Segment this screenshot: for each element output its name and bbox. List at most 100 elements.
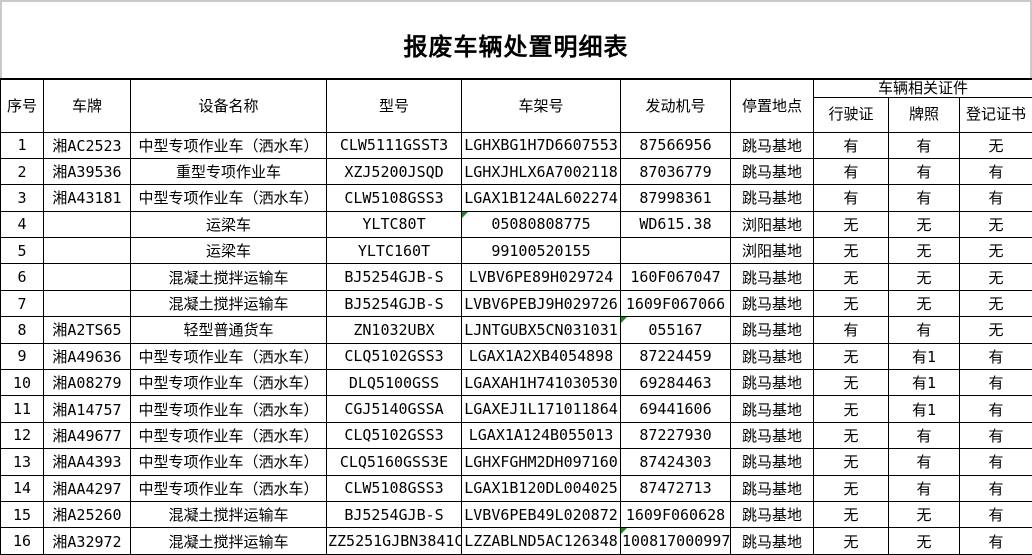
cell-location: 跳马基地	[731, 528, 814, 554]
cell-vin: LJNTGUBX5CN031031	[462, 317, 621, 343]
cell-device: 混凝土搅拌运输车	[131, 501, 327, 527]
cell-plate-cert: 有1	[889, 343, 960, 369]
cell-engine: 100817000997	[621, 528, 731, 554]
cell-registration: 无	[960, 290, 1032, 316]
cell-license: 无	[814, 475, 889, 501]
cell-seq: 15	[1, 501, 44, 527]
cell-plate-cert: 有	[889, 132, 960, 158]
cell-plate: 湘A08279	[44, 370, 131, 396]
cell-plate	[44, 264, 131, 290]
error-indicator-triangle-icon	[621, 528, 627, 534]
cell-location: 跳马基地	[731, 475, 814, 501]
cell-model: CLQ5102GSS3	[327, 422, 462, 448]
cell-plate: 湘A32972	[44, 528, 131, 554]
cell-device: 运梁车	[131, 238, 327, 264]
cell-device: 中型专项作业车（洒水车）	[131, 475, 327, 501]
page-boundary-line-left	[0, 0, 2, 78]
header-plate: 车牌	[44, 79, 131, 132]
cell-vin: LVBV6PEB49L020872	[462, 501, 621, 527]
cell-license: 无	[814, 238, 889, 264]
cell-seq: 3	[1, 185, 44, 211]
cell-engine: 69284463	[621, 370, 731, 396]
cell-engine: 69441606	[621, 396, 731, 422]
cell-registration: 有	[960, 449, 1032, 475]
header-engine: 发动机号	[621, 79, 731, 132]
cell-model: YLTC80T	[327, 211, 462, 237]
cell-device: 混凝土搅拌运输车	[131, 528, 327, 554]
cell-seq: 12	[1, 422, 44, 448]
cell-device: 运梁车	[131, 211, 327, 237]
cell-plate-cert: 无	[889, 211, 960, 237]
cell-location: 跳马基地	[731, 343, 814, 369]
cell-model: DLQ5100GSS	[327, 370, 462, 396]
cell-seq: 6	[1, 264, 44, 290]
cell-engine: 87998361	[621, 185, 731, 211]
cell-registration: 无	[960, 317, 1032, 343]
cell-plate-cert: 有1	[889, 396, 960, 422]
cell-license: 无	[814, 343, 889, 369]
cell-plate	[44, 211, 131, 237]
cell-device: 中型专项作业车（洒水车）	[131, 185, 327, 211]
header-seq: 序号	[1, 79, 44, 132]
cell-registration: 有	[960, 528, 1032, 554]
cell-vin: LVBV6PE89H029724	[462, 264, 621, 290]
cell-model: YLTC160T	[327, 238, 462, 264]
cell-plate: 湘A49636	[44, 343, 131, 369]
cell-seq: 4	[1, 211, 44, 237]
error-indicator-triangle-icon	[621, 317, 627, 323]
cell-vin: 05080808775	[462, 211, 621, 237]
cell-model: XZJ5200JSQD	[327, 158, 462, 184]
cell-plate: 湘A2TS65	[44, 317, 131, 343]
cell-plate-cert: 有1	[889, 370, 960, 396]
header-registration: 登记证书	[960, 97, 1032, 132]
cell-seq: 2	[1, 158, 44, 184]
cell-seq: 16	[1, 528, 44, 554]
cell-engine: 055167	[621, 317, 731, 343]
cell-model: BJ5254GJB-S	[327, 501, 462, 527]
cell-location: 跳马基地	[731, 290, 814, 316]
cell-location: 跳马基地	[731, 370, 814, 396]
error-indicator-triangle-icon	[462, 212, 468, 218]
cell-registration: 无	[960, 238, 1032, 264]
cell-model: BJ5254GJB-S	[327, 290, 462, 316]
cell-license: 有	[814, 132, 889, 158]
scrapped-vehicle-table: 序号 车牌 设备名称 型号 车架号 发动机号 停置地点 车辆相关证件 行驶证 牌…	[0, 78, 1032, 555]
cell-vin: LGAX1B124AL602274	[462, 185, 621, 211]
header-location: 停置地点	[731, 79, 814, 132]
cell-location: 跳马基地	[731, 317, 814, 343]
cell-location: 跳马基地	[731, 264, 814, 290]
header-plate-cert: 牌照	[889, 97, 960, 132]
cell-license: 有	[814, 185, 889, 211]
cell-seq: 5	[1, 238, 44, 264]
cell-plate-cert: 有	[889, 422, 960, 448]
cell-engine: 87472713	[621, 475, 731, 501]
cell-seq: 7	[1, 290, 44, 316]
cell-model: CLQ5102GSS3	[327, 343, 462, 369]
cell-model: CGJ5140GSSA	[327, 396, 462, 422]
cell-license: 无	[814, 211, 889, 237]
cell-engine: 87224459	[621, 343, 731, 369]
cell-location: 跳马基地	[731, 501, 814, 527]
cell-plate: 湘A43181	[44, 185, 131, 211]
cell-plate-cert: 无	[889, 264, 960, 290]
cell-seq: 9	[1, 343, 44, 369]
cell-plate-cert: 无	[889, 238, 960, 264]
cell-engine: 87227930	[621, 422, 731, 448]
cell-license: 无	[814, 422, 889, 448]
cell-device: 中型专项作业车（洒水车）	[131, 396, 327, 422]
header-device: 设备名称	[131, 79, 327, 132]
cell-license: 无	[814, 449, 889, 475]
cell-license: 无	[814, 501, 889, 527]
header-model: 型号	[327, 79, 462, 132]
